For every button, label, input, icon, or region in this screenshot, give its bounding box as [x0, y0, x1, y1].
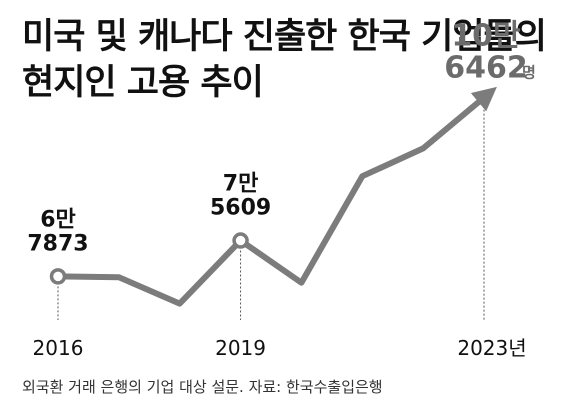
x-tick-2016: 2016 [33, 336, 84, 360]
chart-title-line-1: 미국 및 캐나다 진출한 한국 기업들의 [22, 17, 547, 57]
x-tick-2019: 2019 [215, 336, 266, 360]
data-label-2023-line-2: 6462 [444, 51, 528, 86]
data-label-unit-2023: 명 [522, 64, 536, 82]
data-point-2016 [49, 268, 67, 285]
data-label-2016-line-2: 7873 [27, 231, 88, 256]
data-label-2023-line-1: 10만 [451, 19, 521, 54]
data-label-2016-line-1: 6만 [40, 207, 76, 232]
source-note: 외국환 거래 은행의 기업 대상 설문. 자료: 한국수출입은행 [22, 378, 383, 396]
data-label-2023: 10만 6462 [444, 19, 528, 86]
chart-title-line-2: 현지인 고용 추이 [22, 63, 264, 103]
data-label-2019: 7만 5609 [210, 172, 271, 221]
chart-title: 미국 및 캐나다 진출한 한국 기업들의 현지인 고용 추이 [22, 14, 562, 106]
series-line [57, 86, 497, 307]
x-tick-2023: 2023년 [457, 336, 526, 360]
data-label-2016: 6만 7873 [27, 207, 88, 256]
data-label-2019-line-1: 7만 [223, 172, 259, 197]
data-point-2019 [232, 232, 249, 249]
data-label-2019-line-2: 5609 [210, 196, 271, 221]
